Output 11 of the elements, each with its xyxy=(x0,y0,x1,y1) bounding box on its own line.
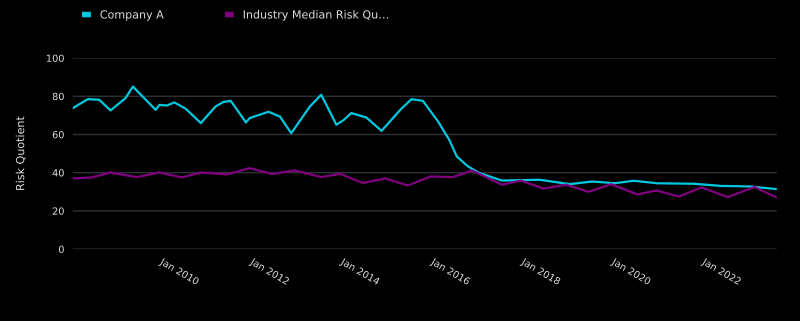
line-series xyxy=(72,167,777,199)
y-axis-title: Risk Quotient xyxy=(16,116,26,190)
legend-label: Company A xyxy=(100,10,164,21)
y-tick-label: 60 xyxy=(52,130,64,138)
line-series xyxy=(72,85,777,190)
legend-label: Industry Median Risk Qu… xyxy=(244,10,388,21)
y-tick-label: 0 xyxy=(58,246,64,253)
y-tick-label: 40 xyxy=(52,169,64,177)
y-tick-label: 20 xyxy=(52,207,64,215)
y-tick-label: 100 xyxy=(46,54,64,62)
y-tick-label: 80 xyxy=(52,92,64,100)
